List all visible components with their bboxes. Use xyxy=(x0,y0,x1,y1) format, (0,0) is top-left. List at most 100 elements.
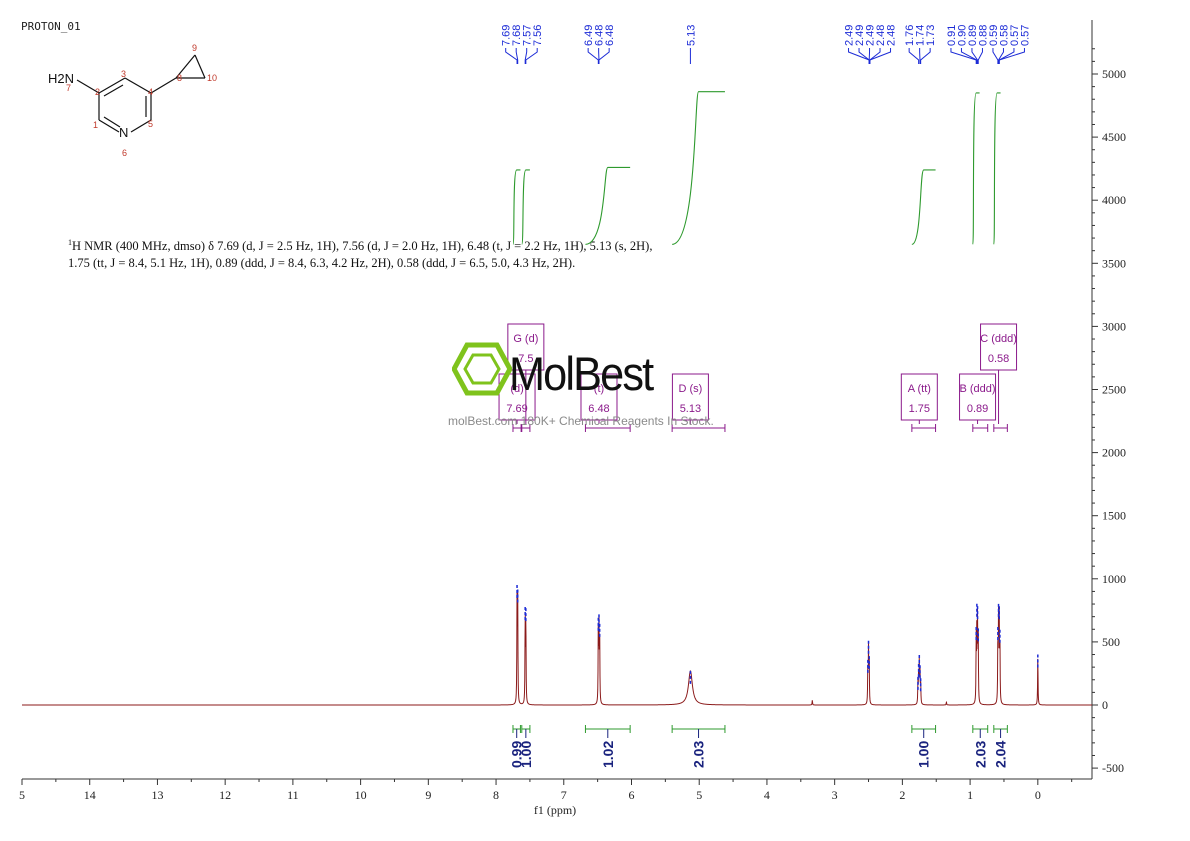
integral-curve xyxy=(911,169,936,245)
peak-label-connector xyxy=(515,48,519,64)
peak-label: 2.49 xyxy=(844,25,856,46)
multiplet-label: D (s) xyxy=(678,383,702,395)
x-tick-label: 0 xyxy=(1035,788,1041,802)
integral-curve xyxy=(671,91,725,245)
double-bond-6-1 xyxy=(103,116,121,128)
integral-value: 1.00 xyxy=(518,741,534,768)
bond-2-3 xyxy=(98,77,126,94)
multiplet-label: (d) xyxy=(510,383,523,395)
integral-value: 1.02 xyxy=(600,741,616,768)
x-tick-label: 12 xyxy=(219,788,231,802)
integral-curve xyxy=(972,92,980,245)
atom-number-4: 4 xyxy=(148,87,153,97)
peak-label-connector xyxy=(992,48,999,64)
multiplet-label: G (d) xyxy=(513,333,538,345)
multiplet-label: A (tt) xyxy=(908,383,931,395)
integral-curve xyxy=(521,169,530,245)
x-tick-label: 11 xyxy=(287,788,299,802)
peak-label-connector xyxy=(505,48,518,64)
y-tick-label: 500 xyxy=(1102,635,1120,649)
bond-8-9 xyxy=(175,54,196,79)
peak-label: 1.73 xyxy=(925,25,937,46)
peak-label: 7.56 xyxy=(532,25,544,46)
multiplet-ppm: 7.69 xyxy=(506,403,527,415)
atom-number-2: 2 xyxy=(95,87,100,97)
watermark: MolBest molBest.com 180K+ Chemical Reage… xyxy=(448,342,752,432)
x-tick-label: 1 xyxy=(967,788,973,802)
y-tick-label: 0 xyxy=(1102,698,1108,712)
atom-number-10: 10 xyxy=(207,73,217,83)
peak-label: 2.49 xyxy=(854,25,866,46)
multiplet-label: C (ddd) xyxy=(980,333,1017,345)
peak-label-connector xyxy=(998,48,1025,64)
spectrum-line xyxy=(22,589,1092,706)
peak-label: 2.48 xyxy=(875,25,887,46)
bond-5-6 xyxy=(130,119,152,133)
peak-label-connector xyxy=(524,48,528,64)
y-tick-label: 3000 xyxy=(1102,319,1126,333)
molbest-logo-icon xyxy=(452,342,512,396)
peak-label: 0.57 xyxy=(1009,25,1021,46)
nmr-description: 1H NMR (400 MHz, dmso) δ 7.69 (d, J = 2.… xyxy=(68,234,658,272)
double-bond-2-3 xyxy=(103,84,124,97)
x-tick-label: 3 xyxy=(832,788,838,802)
y-tick-label: 4500 xyxy=(1102,130,1126,144)
peak-label-connector xyxy=(598,48,610,64)
peak-label-connector xyxy=(977,48,983,64)
bond-2-7 xyxy=(76,79,100,94)
peak-label: 0.58 xyxy=(998,25,1010,46)
y-tick-label: 5000 xyxy=(1102,67,1126,81)
x-tick-label: 10 xyxy=(355,788,367,802)
x-tick-label: 5 xyxy=(19,788,25,802)
multiplet-label: B (ddd) xyxy=(960,383,996,395)
peak-label: 0.90 xyxy=(956,25,968,46)
multiplet-ppm: 7.5 xyxy=(518,353,533,365)
atom-number-3: 3 xyxy=(121,69,126,79)
peak-label: 0.88 xyxy=(977,25,989,46)
x-tick-label: 7 xyxy=(561,788,567,802)
multiplet-ppm: 6.48 xyxy=(588,403,609,415)
atom-number-7: 7 xyxy=(66,83,71,93)
x-tick-label: 9 xyxy=(425,788,431,802)
multiplet-ppm: 5.13 xyxy=(680,403,701,415)
peak-label: 5.13 xyxy=(685,25,697,46)
x-tick-label: 14 xyxy=(84,788,96,802)
peak-label: 6.48 xyxy=(594,25,606,46)
peak-label-connector xyxy=(920,48,931,64)
peak-label-connector xyxy=(869,48,881,64)
integral-curve xyxy=(993,92,1001,245)
x-axis-label: f1 (ppm) xyxy=(534,803,576,817)
peak-label: 2.49 xyxy=(865,25,877,46)
atom-number-8: 8 xyxy=(177,73,182,83)
peak-label: 2.48 xyxy=(886,25,898,46)
atom-number-5: 5 xyxy=(148,119,153,129)
peak-label: 1.76 xyxy=(904,25,916,46)
x-tick-label: 4 xyxy=(764,788,770,802)
integral-value: 2.03 xyxy=(972,741,988,768)
peak-label-connector xyxy=(525,48,538,64)
peak-label-connector xyxy=(950,48,977,64)
integral-curve xyxy=(512,169,521,245)
peak-label: 0.57 xyxy=(1019,25,1031,46)
multiplet-ppm: 0.58 xyxy=(988,353,1009,365)
bond-6-1 xyxy=(98,119,120,133)
y-tick-label: 1000 xyxy=(1102,572,1126,586)
experiment-title: PROTON_01 xyxy=(21,20,81,33)
atom-number-9: 9 xyxy=(192,43,197,53)
peak-label: 1.74 xyxy=(915,25,927,46)
watermark-brand: MolBest xyxy=(509,347,654,400)
description-text: H NMR (400 MHz, dmso) δ 7.69 (d, J = 2.5… xyxy=(68,239,653,271)
y-tick-label: 1500 xyxy=(1102,509,1126,523)
peak-label: 7.69 xyxy=(501,25,513,46)
multiplet-ppm: 1.75 xyxy=(909,403,930,415)
x-tick-label: 13 xyxy=(151,788,163,802)
molecule-structure: H2N N 1 2 3 4 5 6 7 8 9 10 xyxy=(48,43,217,158)
x-tick-label: 8 xyxy=(493,788,499,802)
multiplet-ppm: 0.89 xyxy=(967,403,988,415)
peak-label: 6.49 xyxy=(583,25,595,46)
atom-number-1: 1 xyxy=(93,120,98,130)
x-tick-label: 5 xyxy=(696,788,702,802)
y-tick-label: 4000 xyxy=(1102,193,1126,207)
peak-label: 7.68 xyxy=(511,25,523,46)
